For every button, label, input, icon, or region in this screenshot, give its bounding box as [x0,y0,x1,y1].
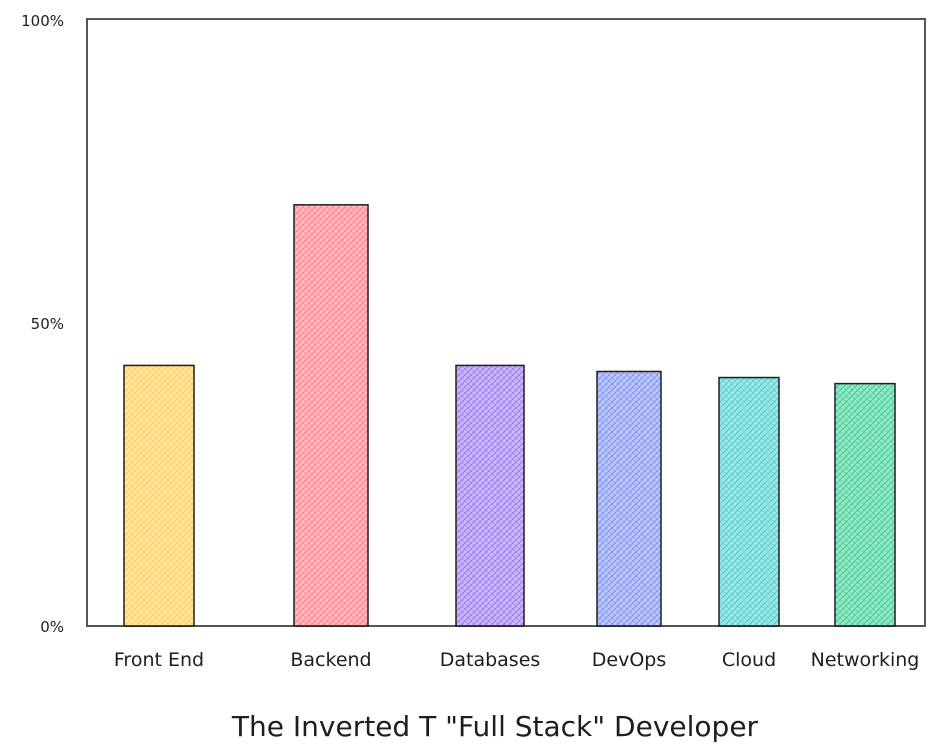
chart-title: The Inverted T "Full Stack" Developer [231,710,759,743]
y-tick-label: 50% [31,315,64,333]
y-axis-ticks: 0% 50% 100% [21,12,64,636]
bar-databases [455,364,525,627]
bars [123,204,896,627]
y-tick-label: 0% [40,618,64,636]
x-axis-labels: Front End Backend Databases DevOps Cloud Netw… [114,649,919,671]
x-tick-label: Databases [440,649,541,671]
x-tick-label: Cloud [722,649,776,671]
bar-cloud [718,376,780,627]
x-tick-label: Backend [290,649,371,671]
x-tick-label: Front End [114,649,204,671]
bar-front-end [123,364,195,627]
bar-backend [293,204,369,627]
x-tick-label: DevOps [592,649,666,671]
x-tick-label: Networking [811,649,920,671]
y-tick-label: 100% [21,12,64,30]
bar-networking [834,382,896,627]
bar-devops [596,370,662,627]
